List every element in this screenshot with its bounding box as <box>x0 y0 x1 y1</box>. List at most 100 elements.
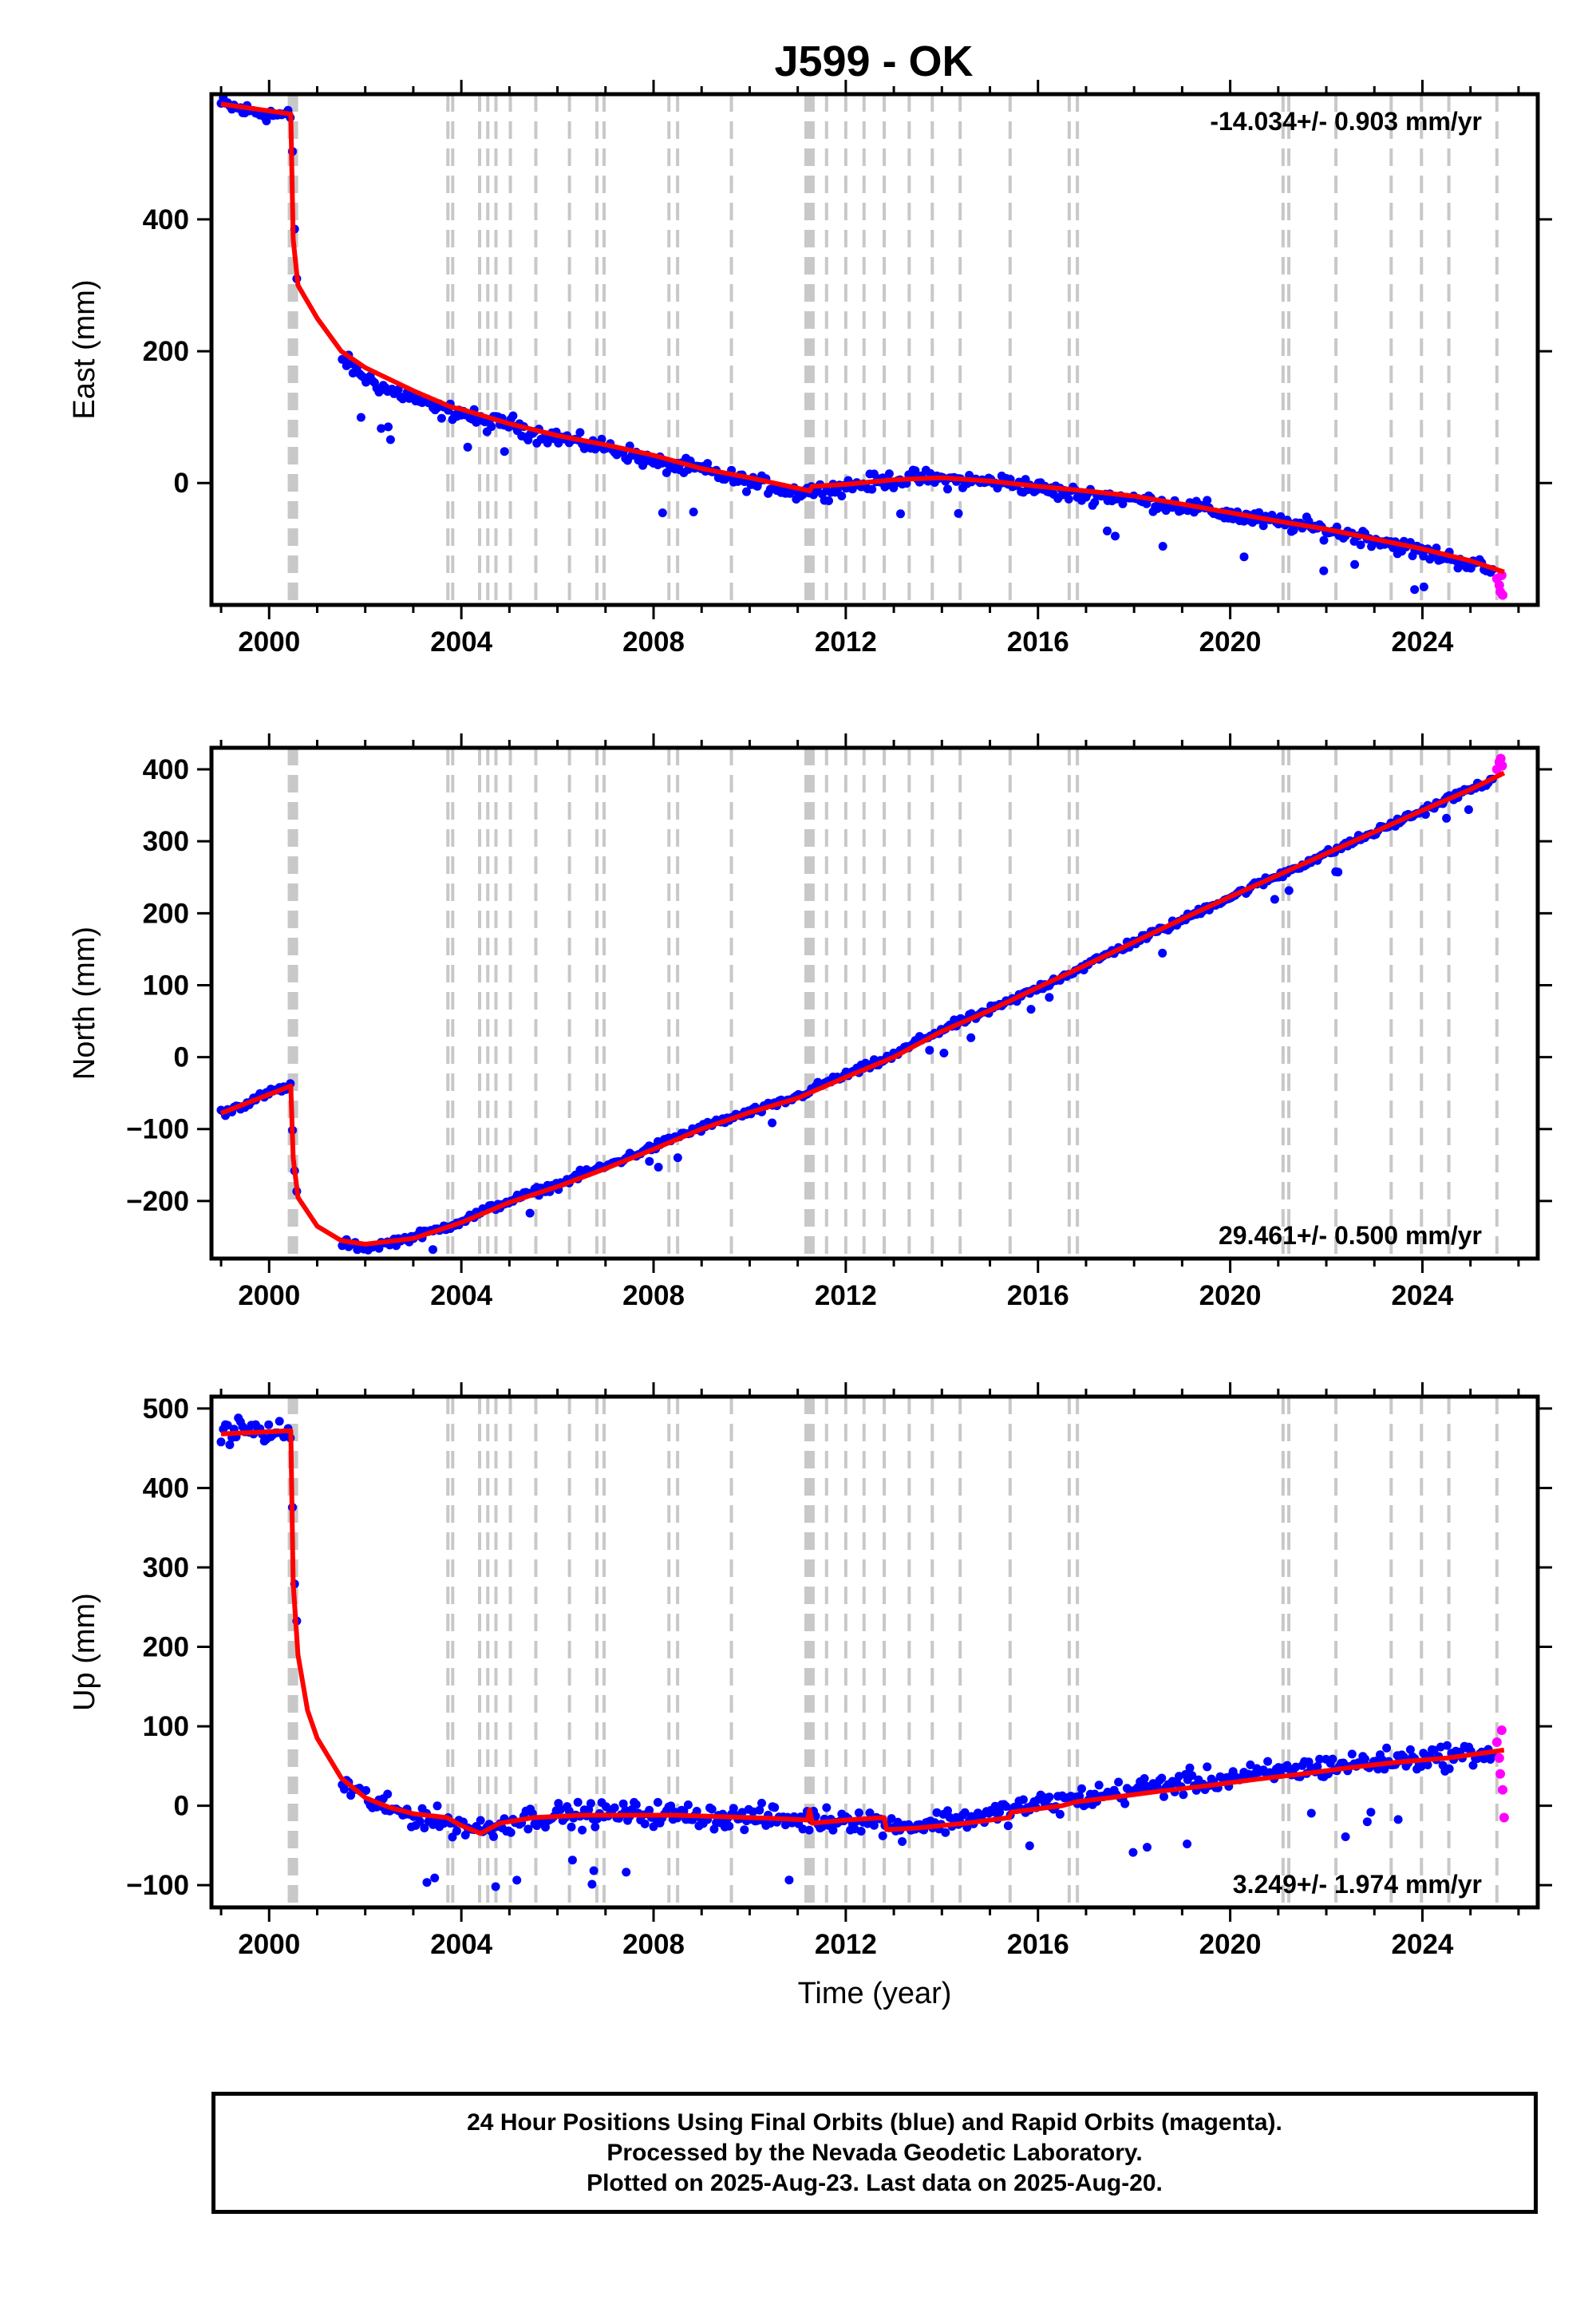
up-ytick-label-4: 300 <box>143 1552 189 1583</box>
up-final-point-464 <box>1263 1757 1273 1766</box>
up-rapid-point-3 <box>1496 1725 1507 1736</box>
east-rapid-point-4 <box>1498 590 1508 600</box>
up-final-point-180 <box>649 1822 658 1832</box>
up-final-point-260 <box>822 1803 832 1812</box>
up-rapid-point-5 <box>1499 1812 1509 1823</box>
north-outlier-point-7 <box>1026 1005 1036 1014</box>
east-final-point-372 <box>1064 494 1073 504</box>
up-final-point-530 <box>1405 1745 1415 1754</box>
up-final-point-142 <box>567 1822 576 1832</box>
north-outlier-point-15 <box>939 1049 949 1057</box>
up-final-point-295 <box>898 1837 907 1846</box>
up-final-point-207 <box>707 1804 717 1814</box>
east-final-point-131 <box>543 438 552 448</box>
up-final-point-57 <box>383 1789 393 1799</box>
up-final-point-518 <box>1380 1765 1389 1774</box>
north-ytick-label-0: −200 <box>126 1186 189 1217</box>
up-outlier-point-1 <box>1393 1815 1403 1824</box>
up-final-point-315 <box>941 1828 950 1837</box>
north-outlier-point-13 <box>429 1245 437 1255</box>
east-final-point-205 <box>703 459 713 468</box>
east-final-point-115 <box>508 411 518 421</box>
up-rapid-point-4 <box>1498 1784 1508 1795</box>
up-outlier-point-11 <box>430 1873 440 1883</box>
north-data <box>216 753 1507 1255</box>
north-ytick-label-4: 200 <box>143 898 189 929</box>
up-final-point-27 <box>275 1417 284 1426</box>
east-outlier-point-12 <box>1410 585 1420 595</box>
east-final-point-281 <box>867 484 877 494</box>
up-final-point-398 <box>1120 1799 1130 1808</box>
up-ytick-label-5: 400 <box>143 1472 189 1504</box>
east-final-point-436 <box>1203 496 1212 505</box>
east-final-point-301 <box>911 466 920 476</box>
north-rate-label: 29.461+/- 0.500 mm/yr <box>1219 1221 1482 1250</box>
up-final-point-415 <box>1157 1773 1167 1783</box>
up-final-point-548 <box>1444 1764 1454 1773</box>
east-final-point-490 <box>1319 536 1329 545</box>
east-outlier-point-9 <box>1350 559 1360 569</box>
up-panel: 2000 2004 2008 2012 2016 2020 2024 −100 0 100 200 3… <box>68 1382 1552 2010</box>
up-final-point-559 <box>1468 1761 1478 1770</box>
up-outlier-point-16 <box>1341 1832 1350 1841</box>
north-xtick-label-3: 2012 <box>815 1280 877 1311</box>
east-outlier-point-15 <box>896 509 905 519</box>
up-final-point-564 <box>1479 1754 1489 1764</box>
up-final-point-141 <box>564 1806 574 1816</box>
up-final-point-37 <box>340 1784 349 1794</box>
up-xtick-label-6: 2024 <box>1392 1929 1454 1960</box>
up-final-point-541 <box>1429 1745 1439 1755</box>
east-data <box>216 94 1508 600</box>
up-final-point-456 <box>1246 1760 1255 1769</box>
east-outlier-point-6 <box>500 447 509 456</box>
up-final-point-3 <box>223 1421 232 1430</box>
north-ylabel: North (mm) <box>68 927 101 1080</box>
east-outlier-point-17 <box>1111 532 1120 541</box>
north-ytick-label-2: 0 <box>174 1042 189 1073</box>
east-outlier-point-7 <box>689 508 698 516</box>
chart-title: J599 - OK <box>774 38 973 85</box>
up-final-point-407 <box>1140 1774 1149 1783</box>
up-final-point-538 <box>1423 1761 1432 1769</box>
up-final-point-74 <box>420 1824 429 1832</box>
up-final-point-47 <box>361 1786 371 1795</box>
north-xtick-label-6: 2024 <box>1392 1280 1454 1311</box>
north-event-lines <box>287 748 1499 1259</box>
east-frame <box>209 92 1540 607</box>
up-final-point-509 <box>1361 1754 1369 1764</box>
east-final-point-476 <box>1289 525 1298 535</box>
up-final-point-351 <box>1018 1795 1028 1804</box>
up-final-point-145 <box>573 1797 583 1807</box>
up-xtick-label-0: 2000 <box>238 1929 300 1960</box>
up-final-point-487 <box>1313 1761 1322 1771</box>
up-final-point-236 <box>770 1803 780 1812</box>
east-outlier-point-1 <box>658 508 667 518</box>
up-ytick-label-6: 500 <box>143 1393 189 1425</box>
up-final-point-252 <box>804 1825 814 1835</box>
east-xtick-label-1: 2004 <box>430 626 492 658</box>
up-outlier-point-9 <box>1362 1817 1372 1827</box>
north-panel: 2000 2004 2008 2012 2016 2020 2024 −200 −100 0 100… <box>68 733 1552 1311</box>
up-rapid-point-2 <box>1495 1769 1506 1779</box>
up-final-point-153 <box>591 1822 600 1832</box>
up-final-point-395 <box>1114 1777 1124 1787</box>
east-final-point-267 <box>837 492 847 500</box>
north-outlier-point-9 <box>925 1045 934 1055</box>
north-rapid-point-2 <box>1495 753 1506 764</box>
up-frame <box>209 1394 1540 1910</box>
up-final-point-147 <box>578 1825 587 1835</box>
up-final-point-178 <box>645 1805 654 1815</box>
north-outlier-point-11 <box>768 1118 777 1128</box>
up-final-point-377 <box>1075 1792 1084 1801</box>
up-final-point-230 <box>757 1798 766 1808</box>
east-xtick-label-0: 2000 <box>238 626 300 658</box>
footer-line-orbits: 24 Hour Positions Using Final Orbits (bl… <box>467 2109 1282 2136</box>
east-ytick-label-2: 400 <box>143 204 189 235</box>
east-outlier-point-4 <box>377 424 386 433</box>
east-outlier-point-3 <box>1419 582 1428 591</box>
up-final-point-275 <box>854 1808 863 1817</box>
east-final-point-62 <box>393 385 403 394</box>
north-ytick-label-5: 300 <box>143 826 189 857</box>
east-xtick-label-6: 2024 <box>1392 626 1454 658</box>
